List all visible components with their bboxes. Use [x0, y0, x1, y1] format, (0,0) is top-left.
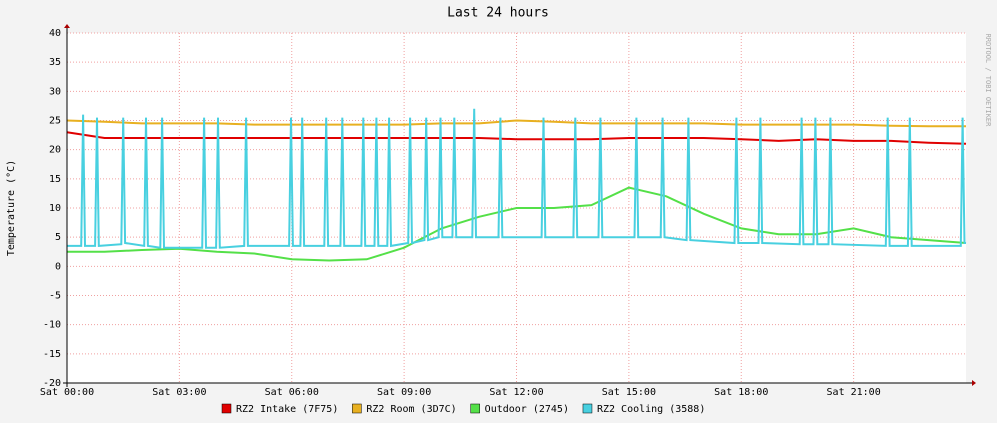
- legend-swatch: [582, 403, 593, 414]
- y-tick-label: 20: [49, 145, 61, 156]
- x-tick-label: Sat 18:00: [714, 387, 768, 398]
- y-tick-label: 35: [49, 57, 61, 68]
- y-tick-label: 25: [49, 116, 61, 127]
- x-tick-label: Sat 21:00: [827, 387, 881, 398]
- legend-label: Outdoor (2745): [485, 404, 569, 415]
- y-tick-label: 40: [49, 28, 61, 39]
- x-tick-label: Sat 15:00: [602, 387, 656, 398]
- x-tick-label: Sat 12:00: [489, 387, 543, 398]
- x-arrow: [972, 380, 976, 386]
- y-tick-label: -10: [43, 320, 61, 331]
- legend-swatch: [470, 403, 480, 414]
- x-tick-label: Sat 00:00: [40, 387, 94, 398]
- chart-title: Last 24 hours: [447, 6, 549, 21]
- series-line: [67, 108, 966, 249]
- y-tick-label: -5: [49, 291, 61, 302]
- lines: [66, 108, 967, 262]
- legend-label: RZ2 Intake (7F75): [236, 404, 338, 415]
- x-tick-label: Sat 03:00: [152, 387, 206, 398]
- legend-label: RZ2 Cooling (3588): [597, 404, 705, 415]
- y-arrow: [64, 24, 70, 28]
- y-tick-label: -15: [43, 349, 61, 360]
- legend-swatch: [352, 403, 362, 414]
- x-tick-label: Sat 09:00: [377, 387, 431, 398]
- watermark: RRDTOOL / TOBI OETIKER: [984, 34, 992, 128]
- y-tick-label: 0: [55, 261, 61, 272]
- y-tick-label: 15: [49, 174, 61, 185]
- y-tick-label: 10: [49, 203, 61, 214]
- y-tick-label: 30: [49, 86, 61, 97]
- legend: RZ2 Intake (7F75) RZ2 Room (3D7C) Outdoor …: [221, 403, 705, 415]
- y-axis-label: Temperature (°C): [6, 160, 17, 256]
- x-tick-label: Sat 06:00: [265, 387, 319, 398]
- y-tick-label: -20: [43, 378, 61, 389]
- legend-swatch: [221, 403, 232, 414]
- y-tick-label: 5: [55, 232, 61, 243]
- legend-label: RZ2 Room (3D7C): [366, 404, 456, 415]
